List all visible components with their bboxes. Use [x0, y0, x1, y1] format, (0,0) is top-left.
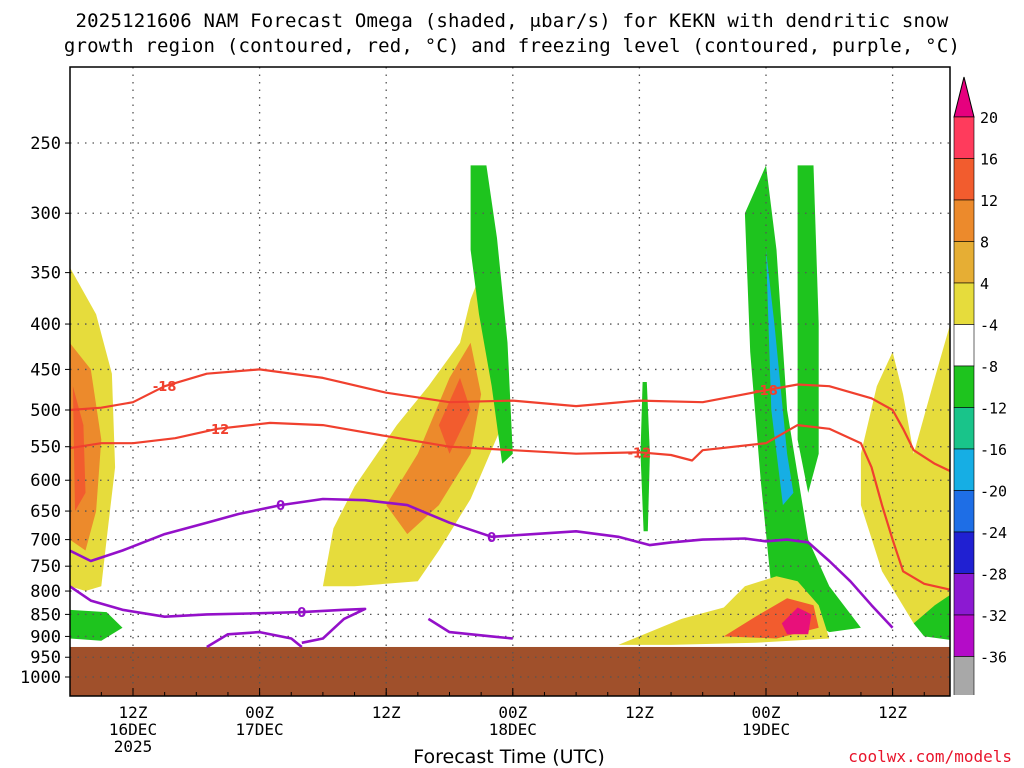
x-tick-label-18-2: 17DEC [236, 720, 284, 739]
colorbar-swatch--8 [953, 365, 975, 408]
colorbar-swatch--12 [953, 407, 975, 450]
x-tick-label-66-2: 19DEC [742, 720, 790, 739]
x-tick-label-54-1: 12Z [625, 703, 654, 722]
contour-label: -12 [206, 423, 230, 438]
y-tick-label-300: 300 [30, 204, 61, 224]
omega-region-right-sink-column [797, 165, 819, 493]
y-tick-label-1000: 1000 [20, 668, 61, 688]
x-tick-label-42-2: 18DEC [489, 720, 537, 739]
colorbar-swatch-4 [953, 282, 975, 325]
contour-label: 0 [276, 499, 285, 514]
colorbar-top-arrow [953, 76, 975, 118]
colorbar-swatch-20 [953, 116, 975, 159]
contour-label: 0 [297, 606, 306, 621]
colorbar-swatch-8 [953, 241, 975, 284]
x-tick-label-66-1: 00Z [752, 703, 781, 722]
y-tick-label-500: 500 [30, 401, 61, 421]
colorbar-label--8: -8 [980, 358, 998, 376]
credit-link[interactable]: coolwx.com/models [848, 747, 1012, 766]
omega-region-day2-ascent-max [438, 377, 471, 454]
omega-region-early-low-sink [70, 609, 123, 641]
y-tick-label-800: 800 [30, 582, 61, 602]
y-tick-label-650: 650 [30, 502, 61, 522]
contour-freezing_level_near_ground [427, 617, 513, 640]
colorbar-swatch-16 [953, 158, 975, 201]
colorbar-label--24: -24 [980, 524, 1007, 542]
colorbar-label--32: -32 [980, 607, 1007, 625]
colorbar-label--12: -12 [980, 400, 1007, 418]
colorbar-label--4: -4 [980, 317, 998, 335]
x-tick-label-6-2: 16DEC [109, 720, 157, 739]
colorbar-label-8: 8 [980, 234, 989, 252]
contour-dendritic_growth_bottom [70, 421, 950, 591]
colorbar-label--28: -28 [980, 566, 1007, 584]
contour-label: 0 [487, 531, 496, 546]
colorbar-swatch-12 [953, 199, 975, 242]
colorbar-label--36: -36 [980, 649, 1007, 667]
colorbar-swatch--24 [953, 531, 975, 574]
contour-label: -18 [754, 384, 778, 399]
x-tick-label-42-1: 00Z [498, 703, 527, 722]
colorbar-label-12: 12 [980, 192, 998, 210]
x-tick-label-78-1: 12Z [878, 703, 907, 722]
x-tick-label-6-3: 2025 [114, 737, 153, 756]
omega-region-upper-sink-18dec [470, 165, 513, 464]
y-tick-label-350: 350 [30, 264, 61, 284]
omega-region-late-sink-core [766, 249, 794, 506]
colorbar-label-16: 16 [980, 151, 998, 169]
colorbar-label-20: 20 [980, 109, 998, 127]
y-tick-label-750: 750 [30, 557, 61, 577]
colorbar-swatch--36 [953, 656, 975, 695]
y-tick-label-600: 600 [30, 471, 61, 491]
omega-region-right-edge-ascent [860, 324, 950, 635]
colorbar-label--20: -20 [980, 483, 1007, 501]
colorbar-label--16: -16 [980, 441, 1007, 459]
omega-region-early-column-max [72, 386, 86, 512]
colorbar-swatch--16 [953, 448, 975, 491]
colorbar: 20 16 12 8 4 -4 -8 -12 -16 -20 -24 -28 -32 -36 [953, 76, 1007, 695]
y-tick-label-400: 400 [30, 315, 61, 335]
x-tick-label-18-1: 00Z [245, 703, 274, 722]
contour-freezing_level_upper [70, 497, 894, 629]
contour-label: -18 [153, 380, 177, 395]
x-tick-label-6-1: 12Z [119, 703, 148, 722]
plot-frame [69, 66, 951, 697]
y-tick-label-450: 450 [30, 360, 61, 380]
x-tick-label-30-1: 12Z [372, 703, 401, 722]
contour-freezing_level_loop [206, 630, 303, 649]
y-tick-label-900: 900 [30, 627, 61, 647]
y-tick-label-700: 700 [30, 531, 61, 551]
chart-title-line1: 2025121606 NAM Forecast Omega (shaded, μ… [75, 10, 949, 32]
contour-label: -12 [628, 446, 652, 461]
omega-region-mid-sink-18dec [640, 382, 650, 532]
omega-region-right-edge-sink [913, 594, 950, 640]
colorbar-swatch--20 [953, 490, 975, 533]
colorbar-swatch--4 [953, 324, 975, 367]
colorbar-swatch--28 [953, 573, 975, 616]
contour-freezing_level_lower [70, 585, 367, 645]
omega-region-day2-ascent [322, 272, 503, 587]
y-tick-label-850: 850 [30, 605, 61, 625]
omega-region-late-low-ascent-max [781, 607, 812, 635]
x-axis-title: Forecast Time (UTC) [413, 746, 605, 768]
ground-fill [70, 646, 950, 696]
y-tick-label-550: 550 [30, 438, 61, 458]
contour-dendritic_growth_top [70, 368, 950, 473]
y-tick-label-250: 250 [30, 134, 61, 154]
colorbar-label-4: 4 [980, 275, 989, 293]
chart-title-line2: growth region (contoured, red, °C) and f… [63, 35, 961, 57]
y-tick-label-950: 950 [30, 648, 61, 668]
colorbar-swatch--32 [953, 614, 975, 657]
omega-region-late-sink-column [744, 165, 861, 633]
